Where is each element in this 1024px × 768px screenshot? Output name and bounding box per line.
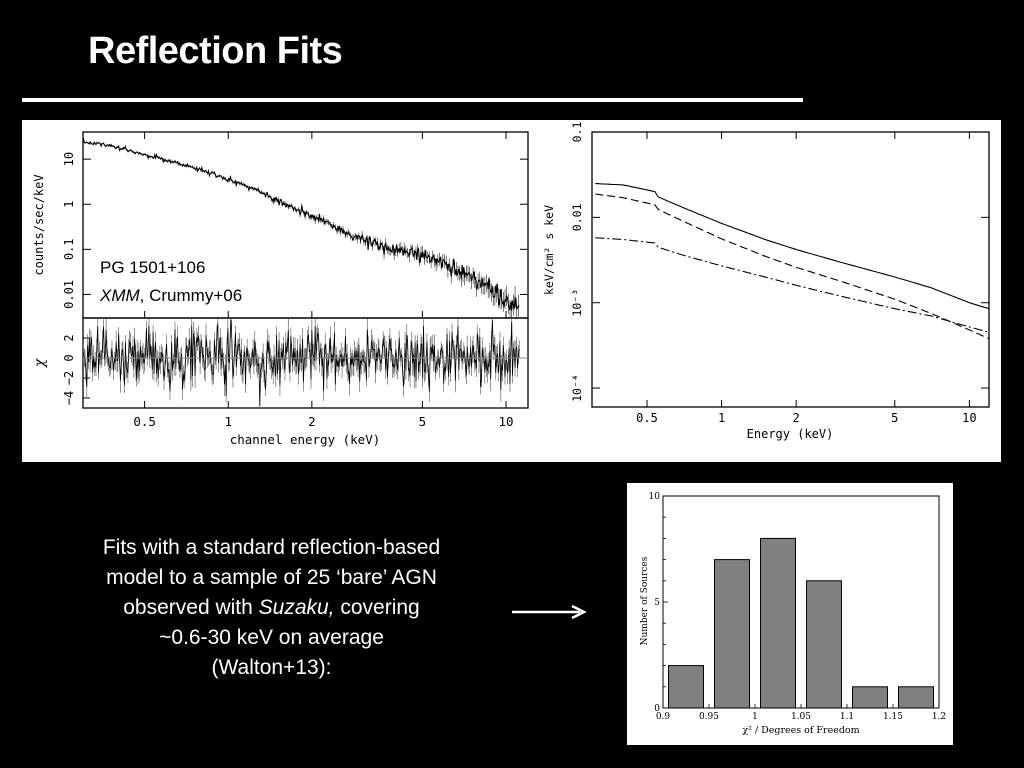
model-xtick-label: 5	[891, 411, 898, 425]
model-series-power-law	[595, 193, 990, 340]
histogram-ytick-label: 10	[649, 492, 661, 502]
residual-frame	[82, 317, 529, 409]
spectrum-xtick-label: 1	[224, 414, 232, 429]
model-ticks: 0.5 1 2 5 10 0.1 0.01 10⁻³ 10⁻⁴	[570, 122, 989, 425]
spectrum-xtick-label: 0.5	[133, 414, 156, 429]
histogram-bar	[898, 686, 934, 709]
spectrum-series-data	[82, 138, 520, 311]
model-xtick-label: 2	[793, 411, 800, 425]
desc-covering: covering	[334, 596, 420, 619]
model-ytick-label: 0.1	[570, 122, 584, 143]
title-underline	[22, 98, 803, 102]
spectrum-xtick-label: 2	[308, 414, 316, 429]
spectrum-ticks: 0.5 1 2 5 10 0.01 0.1 1 10 −4 −2 0 2	[62, 132, 528, 429]
spectra-figure-panel: 0.5 1 2 5 10 0.01 0.1 1 10 −4 −2 0 2 PG 1501+106 XMM…	[22, 120, 1001, 462]
annotation-source: PG 1501+106	[100, 258, 205, 277]
model-xtick-label: 1	[718, 411, 725, 425]
spectrum-data	[82, 137, 520, 318]
histogram-xtick-label: 1.2	[932, 712, 946, 722]
spectrum-xlabel: channel energy (keV)	[230, 432, 381, 447]
histogram-xtick-label: 1.15	[883, 712, 903, 722]
residual-series	[83, 319, 520, 407]
annotation-xmm: XMM	[99, 286, 141, 305]
spectrum-ytick-label: 10	[62, 152, 76, 166]
model-series-reflection	[595, 237, 990, 333]
histogram-bar	[714, 559, 750, 709]
residual-ytick-label: 0	[62, 354, 76, 361]
histogram-ytick-label: 0	[654, 704, 660, 714]
model-ytick-label: 0.01	[570, 203, 584, 231]
model-ytick-label: 10⁻³	[570, 289, 584, 317]
model-xtick-label: 10	[962, 411, 976, 425]
histogram-xtick-label: 0.95	[699, 712, 719, 722]
model-series-total	[595, 183, 990, 310]
residual-ytick-label: −2	[62, 371, 76, 385]
slide-title: Reflection Fits	[88, 30, 343, 72]
model-ytick-label: 10⁻⁴	[570, 374, 584, 402]
histogram-panel: 0.9 0.95 1 1.05 1.1 1.15 1.2 0 5 10 Number of Sou…	[627, 483, 953, 745]
histogram-bars	[668, 537, 934, 709]
model-xlabel: Energy (keV)	[747, 427, 834, 441]
residual-ytick-label: 2	[62, 334, 76, 341]
desc-observed: observed with	[123, 596, 259, 619]
desc-line-5: (Walton+13):	[211, 656, 332, 679]
spectrum-ytick-label: 1	[62, 201, 76, 208]
histogram-ylabel: Number of Sources	[640, 556, 650, 645]
histogram-xlabel: χ² / Degrees of Freedom	[742, 725, 859, 736]
histogram-frame	[662, 495, 940, 709]
spectrum-ytick-label: 0.01	[62, 280, 76, 309]
histogram-ytick-label: 5	[654, 598, 660, 608]
histogram-bar	[806, 580, 842, 709]
histogram-xtick-label: 1.1	[840, 712, 854, 722]
desc-suzaku: Suzaku,	[258, 596, 335, 619]
desc-line-2: model to a sample of 25 ‘bare’ AGN	[106, 566, 437, 589]
spectrum-ytick-label: 0.1	[62, 238, 76, 260]
desc-line-3: observed with Suzaku, covering	[50, 593, 493, 623]
spectrum-xtick-label: 10	[498, 414, 513, 429]
histogram-bar	[852, 686, 888, 709]
model-xtick-label: 0.5	[636, 411, 658, 425]
residual-data	[83, 319, 520, 407]
histogram: 0.9 0.95 1 1.05 1.1 1.15 1.2 0 5 10 Number of Sou…	[640, 492, 947, 736]
arrow-right-icon	[512, 604, 587, 620]
spectrum-xtick-label: 5	[419, 414, 427, 429]
model-ylabel: keV/cm² s keV	[542, 205, 556, 295]
residual-ylabel: χ	[32, 357, 48, 368]
model-lines	[595, 183, 990, 340]
spectra-figure: 0.5 1 2 5 10 0.01 0.1 1 10 −4 −2 0 2 PG 1501+106 XMM…	[32, 122, 990, 447]
histogram-ticks: 0.9 0.95 1 1.05 1.1 1.15 1.2 0 5 10	[649, 492, 947, 722]
annotation-ref: XMM, Crummy+06	[99, 286, 242, 305]
desc-line-1: Fits with a standard reflection-based	[102, 536, 441, 559]
histogram-bar	[760, 537, 796, 709]
histogram-xtick-label: 0.9	[656, 712, 671, 722]
desc-line-4: ~0.6-30 keV on average	[159, 626, 384, 649]
model-frame	[591, 131, 990, 408]
residual-ytick-label: −4	[62, 391, 76, 405]
histogram-xtick-label: 1.05	[791, 712, 811, 722]
histogram-xtick-label: 1	[752, 712, 758, 722]
histogram-bar	[668, 665, 704, 709]
description-text: Fits with a standard reflection-based mo…	[50, 533, 493, 683]
annotation-crummy: , Crummy+06	[140, 286, 243, 305]
spectrum-ylabel: counts/sec/keV	[32, 174, 46, 275]
